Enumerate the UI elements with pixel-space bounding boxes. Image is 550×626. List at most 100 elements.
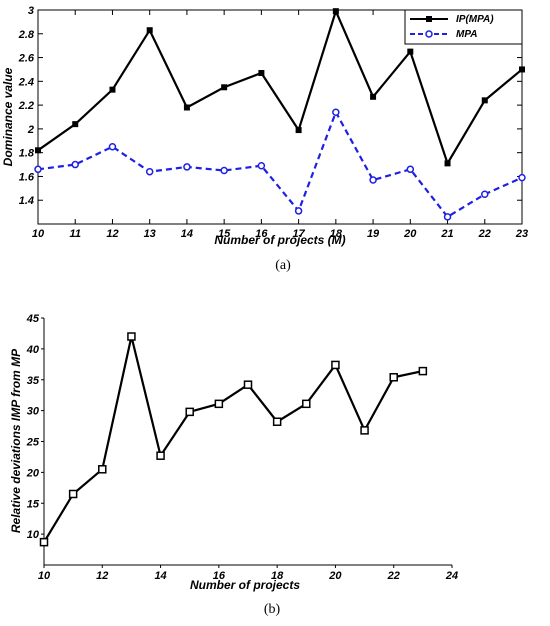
legend-label-ipmpa: IP(MPA): [456, 14, 494, 25]
legend-a: IP(MPA) MPA: [404, 9, 523, 45]
x-tick-label: 24: [445, 570, 458, 582]
point-ipmpa: [481, 97, 488, 104]
x-tick-label: 16: [213, 570, 226, 582]
x-tick-label: 21: [440, 228, 453, 240]
x-tick-label: 15: [218, 228, 231, 240]
y-tick-label: 45: [26, 313, 40, 325]
point-mpa: [220, 166, 228, 175]
y-tick-label: 30: [27, 406, 40, 418]
x-tick-label: 23: [515, 228, 528, 240]
legend-marker-mpa: [425, 30, 433, 38]
point-mpa: [294, 207, 303, 215]
point-ipmpa: [221, 84, 228, 91]
x-tick-label: 17: [292, 228, 305, 240]
x-tick-label: 14: [181, 228, 193, 240]
y-tick-label: 1.6: [19, 171, 35, 183]
point-mpa: [257, 161, 266, 170]
point-mpa: [518, 173, 526, 182]
point-b: [331, 360, 340, 370]
point-b: [243, 380, 253, 389]
x-tick-label: 22: [478, 228, 491, 240]
y-ticks-b: 10 15 20 25 30 35 40 45: [26, 313, 44, 541]
y-tick-label: 3: [28, 5, 34, 17]
x-tick-label: 18: [330, 228, 343, 240]
point-b: [156, 451, 165, 460]
point-mpa: [183, 163, 191, 171]
x-tick-label: 12: [106, 228, 118, 240]
x-tick-label: 19: [367, 228, 380, 240]
y-tick-label: 2.6: [18, 53, 35, 65]
x-tick-label: 12: [96, 570, 108, 582]
y-tick-label: 25: [26, 437, 40, 449]
chart-a: 1.4 1.6 1.8 2 2.2 2.4 2.6 2.8 3 10 11 12 13 14 15 16 17…: [1, 5, 528, 273]
point-b: [127, 332, 136, 341]
legend-box-a: [404, 9, 523, 45]
y-tick-label: 1.4: [19, 195, 34, 207]
y-tick-label: 10: [27, 529, 40, 541]
y-axis-label-b: Relative deviations IMP from MP: [9, 348, 23, 533]
y-tick-label: 2.2: [18, 100, 34, 112]
point-mpa: [443, 213, 452, 221]
y-tick-label: 2: [27, 124, 34, 136]
series-lines-b: [43, 336, 424, 543]
point-mpa: [108, 142, 117, 151]
legend-label-mpa: MPA: [456, 29, 477, 40]
point-b: [418, 366, 428, 376]
point-b: [360, 426, 369, 435]
series-line-b: [43, 336, 424, 543]
x-tick-label: 22: [387, 570, 400, 582]
point-ipmpa: [519, 66, 525, 73]
point-mpa: [481, 190, 489, 199]
point-b: [272, 417, 282, 426]
series-lines-a: [37, 8, 523, 219]
point-ipmpa: [109, 86, 116, 93]
y-axis-label-a: Dominance value: [1, 67, 15, 166]
point-b: [214, 399, 224, 409]
x-ticks-b: 10 12 14 16 18 20 22 24: [38, 565, 458, 582]
x-ticks-a: 10 11 12 13 14 15 16 17 18 19 20 21 22 23: [32, 10, 528, 240]
x-axis-label-b: Number of projects: [190, 578, 300, 592]
point-ipmpa: [183, 104, 190, 111]
x-tick-label: 20: [328, 570, 342, 582]
point-b: [68, 489, 78, 499]
y-tick-label: 35: [27, 375, 40, 387]
x-tick-label: 13: [144, 228, 156, 240]
x-tick-label: 11: [70, 228, 81, 240]
point-mpa: [71, 160, 79, 169]
caption-b: (b): [264, 602, 281, 617]
x-tick-label: 14: [154, 570, 166, 582]
point-b: [185, 407, 194, 417]
point-ipmpa: [332, 8, 339, 15]
y-ticks-a: 1.4 1.6 1.8 2 2.2 2.4 2.6 2.8 3: [18, 5, 522, 207]
point-mpa: [406, 165, 415, 174]
point-ipmpa: [146, 27, 153, 34]
point-b: [302, 399, 311, 409]
point-ipmpa: [407, 48, 414, 55]
point-b: [39, 537, 49, 547]
y-tick-label: 1.8: [19, 148, 35, 160]
series-points-a: [34, 8, 526, 221]
point-mpa: [369, 176, 377, 184]
x-tick-label: 10: [32, 228, 45, 240]
point-mpa: [332, 108, 340, 116]
point-ipmpa: [295, 127, 302, 134]
series-line-mpa: [37, 109, 523, 219]
y-tick-label: 40: [26, 344, 40, 356]
point-b: [389, 373, 398, 382]
series-points-b: [39, 332, 428, 547]
x-tick-label: 20: [403, 228, 417, 240]
point-mpa: [34, 165, 42, 174]
y-tick-label: 2.8: [18, 29, 35, 41]
point-ipmpa: [35, 147, 41, 154]
point-b: [98, 465, 107, 474]
x-axis-label-a: Number of projects (M): [214, 233, 345, 247]
y-tick-label: 15: [27, 498, 40, 510]
point-ipmpa: [370, 93, 377, 100]
x-tick-label: 16: [255, 228, 268, 240]
point-ipmpa: [72, 121, 79, 128]
y-tick-label: 2.4: [18, 76, 34, 88]
caption-a: (a): [275, 258, 291, 273]
x-tick-label: 10: [38, 570, 51, 582]
point-mpa: [145, 167, 154, 176]
